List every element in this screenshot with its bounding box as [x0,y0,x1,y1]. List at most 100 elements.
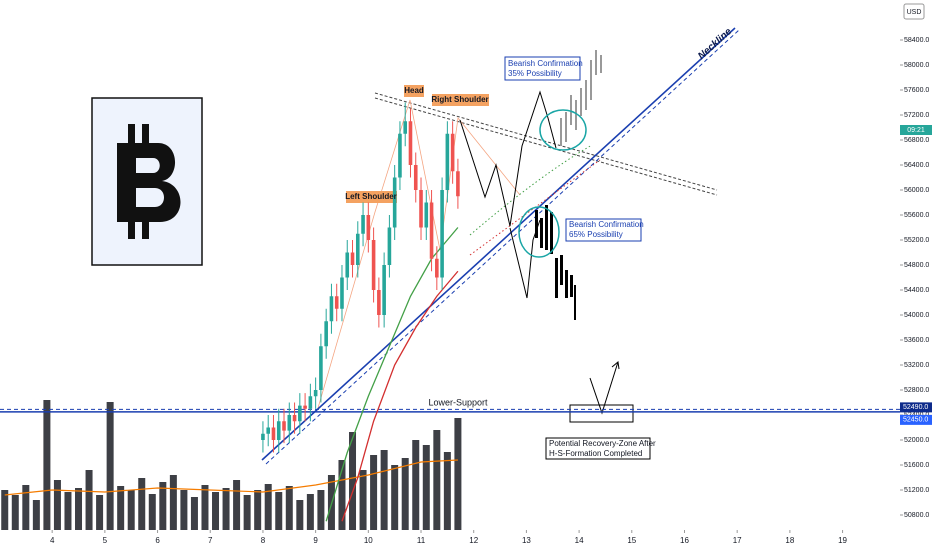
countdown-badge [900,125,932,135]
candle-body [387,227,392,265]
candle-body [319,346,323,390]
volume-bar [359,470,367,530]
volume-bar [370,455,378,530]
y-tick-label: 56400.0 [904,162,929,169]
candle-body [276,421,281,440]
volume-bar [159,482,167,530]
y-tick-label: 56800.0 [904,137,929,144]
x-tick-label: 5 [103,536,108,545]
volume-bar [64,492,72,530]
volume-ma [4,459,458,496]
x-tick-label: 4 [50,536,55,545]
volume-bar [443,452,451,530]
candle-body [382,265,386,315]
volume-bar [180,490,188,530]
y-tick-label: 50800.0 [904,512,929,519]
volume-bar [43,400,51,530]
candle-body [345,252,350,278]
volume-bar [349,432,357,530]
candle-body [298,405,302,422]
volume-bar [412,440,420,530]
x-tick-label: 10 [364,536,373,545]
x-tick-label: 7 [208,536,213,545]
note: Bearish Confirmation [508,59,583,68]
x-tick-label: 6 [155,536,160,545]
candle-body [355,233,360,265]
candle-body [408,121,413,165]
note: H-S-Formation Completed [549,449,642,458]
volume-bar [22,485,30,530]
y-tick-label: 54800.0 [904,262,929,269]
bitcoin-logo [91,97,203,266]
volume-bar [338,460,346,530]
drawings [0,3,925,465]
volume-bar [433,430,441,530]
volume-bar [391,465,399,530]
candle-body [361,215,365,234]
candle-body [292,415,297,422]
volume-bar [11,495,19,530]
candle-body [287,415,292,431]
axes: 50800.051200.051600.052000.052400.052800… [50,20,932,545]
candle-body [282,421,286,431]
currency: USD [907,9,922,16]
volume-bar [106,402,114,530]
candle-body [371,240,376,290]
volume-bar [285,486,293,530]
right-shoulder-label: Right Shoulder [431,95,488,104]
left-shoulder-label: Left Shoulder [345,192,397,201]
volume-bar [317,490,325,530]
moving-average [341,270,459,522]
volume-bar [201,485,209,530]
candle-body [350,252,355,265]
volume-bar [275,492,283,530]
candle-body [313,390,318,397]
y-tick-label: 55600.0 [904,212,929,219]
volume-bar [190,497,198,530]
candle-body [261,433,265,440]
countdown: 09:21 [907,127,925,134]
price-badge [900,414,932,425]
volume-bar [32,500,40,530]
y-tick-label: 51200.0 [904,487,929,494]
y-tick-label: 55200.0 [904,237,929,244]
candle-body [271,427,276,440]
volume-bar [380,450,388,530]
candle-body [308,396,313,409]
x-tick-label: 16 [680,536,689,545]
volume-bar [75,488,83,530]
volume-bar [96,495,104,530]
x-tick-label: 12 [469,536,478,545]
candle-body [445,133,450,190]
volume-bar [117,486,125,530]
candle-body [340,277,344,309]
x-tick-label: 9 [313,536,318,545]
x-tick-label: 13 [522,536,531,545]
price-badge [900,402,932,413]
volume-bar [138,478,146,530]
candle-body [413,165,418,190]
x-tick-label: 17 [733,536,742,545]
price-badge-label: 52490.0 [903,404,928,411]
x-tick-label: 8 [261,536,266,545]
volume-bar [254,490,262,530]
y-tick-label: 57600.0 [904,87,929,94]
price-axis-bg [900,20,932,530]
x-tick-label: 15 [627,536,636,545]
y-tick-label: 53200.0 [904,362,929,369]
y-tick-label: 58400.0 [904,37,929,44]
support-label: Lower-Support [428,397,488,407]
candle-body [424,202,429,228]
volume-bar [85,470,93,530]
x-tick-label: 11 [417,536,426,545]
candle-body [266,427,271,434]
candle-body [450,133,455,172]
y-tick-label: 57200.0 [904,112,929,119]
y-tick-label: 56000.0 [904,187,929,194]
candle-body [419,190,423,228]
volume-bar [1,490,9,530]
x-tick-label: 18 [785,536,794,545]
candle-body [398,133,402,178]
note: Potential Recovery-Zone After [549,439,656,448]
